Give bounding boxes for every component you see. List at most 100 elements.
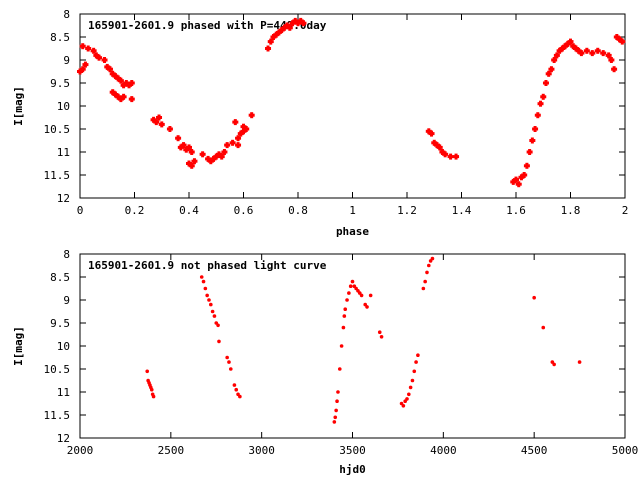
data-point <box>210 309 215 314</box>
data-point <box>207 158 214 165</box>
data-point <box>439 149 446 155</box>
data-point <box>224 142 231 149</box>
data-point <box>605 52 612 59</box>
y-tick-label: 9 <box>63 54 70 67</box>
data-point <box>227 360 231 364</box>
x-tick-label: 2500 <box>158 444 185 457</box>
x-tick-label: 3500 <box>339 444 366 457</box>
data-point <box>191 158 198 165</box>
x-axis-label: phase <box>336 225 369 238</box>
data-point <box>228 367 233 371</box>
x-tick-label: 0 <box>77 204 84 217</box>
data-point <box>333 415 338 420</box>
data-point <box>583 47 590 54</box>
data-point <box>243 126 250 132</box>
data-point <box>526 149 533 155</box>
axis-ticks: 2000 2500 3000 3500 4000 4500 5000 8 8.5 9 9.5 10 10… <box>44 248 639 457</box>
y-tick-label: 9.5 <box>50 77 70 90</box>
data-point <box>281 24 288 31</box>
data-point <box>186 160 192 167</box>
x-tick-label: 4000 <box>430 444 457 457</box>
data-point <box>559 45 566 52</box>
data-point <box>145 369 150 374</box>
data-point <box>278 27 285 34</box>
data-point <box>510 178 517 185</box>
unphased-light-curve-panel: 165901-2601.9 not phased light curve hjd… <box>12 248 638 476</box>
data-point <box>209 302 213 307</box>
data-point <box>548 66 555 73</box>
data-point <box>553 52 560 59</box>
data-point <box>447 153 454 160</box>
x-tick-label: 0.8 <box>288 204 308 217</box>
data-point <box>421 286 426 291</box>
data-point <box>210 155 217 162</box>
data-point <box>562 43 569 50</box>
data-point <box>218 153 225 160</box>
data-point <box>273 31 280 38</box>
data-point <box>199 275 204 279</box>
data-point <box>430 256 435 261</box>
y-tick-label: 10.5 <box>44 363 71 376</box>
y-tick-label: 11.5 <box>44 409 71 422</box>
data-point <box>427 263 431 268</box>
y-tick-label: 11 <box>57 146 70 159</box>
x-tick-label: 0.6 <box>234 204 254 217</box>
data-point <box>270 34 277 40</box>
plot-frame <box>79 13 626 199</box>
data-point <box>275 29 282 36</box>
x-tick-label: 3000 <box>248 444 275 457</box>
data-point <box>359 293 364 298</box>
data-point <box>180 142 187 149</box>
data-point <box>77 68 83 75</box>
data-point <box>431 139 438 146</box>
data-point <box>238 394 242 399</box>
data-point <box>292 17 299 24</box>
x-tick-label: 0.2 <box>125 204 145 217</box>
x-tick-label: 4500 <box>521 444 548 457</box>
data-point <box>221 149 228 155</box>
data-point <box>416 353 420 358</box>
data-point <box>425 270 429 275</box>
data-point <box>433 142 440 149</box>
data-point <box>442 151 449 158</box>
data-point <box>339 344 344 348</box>
y-tick-label: 8.5 <box>50 271 70 284</box>
data-point <box>267 38 274 45</box>
data-point <box>237 130 244 137</box>
data-point <box>212 314 217 318</box>
data-point <box>175 135 182 142</box>
data-point <box>545 70 552 77</box>
data-point <box>93 52 100 59</box>
data-point <box>570 43 577 50</box>
data-point <box>183 146 190 153</box>
data-point <box>575 47 582 54</box>
data-point <box>156 114 163 121</box>
data-point <box>611 66 618 73</box>
data-point <box>128 80 135 86</box>
data-point <box>513 176 519 183</box>
data-point <box>153 119 160 126</box>
data-point <box>540 93 547 100</box>
y-axis-label: I[mag] <box>12 86 25 126</box>
y-tick-label: 10 <box>57 340 70 353</box>
data-point <box>85 45 92 52</box>
x-tick-label: 1.6 <box>506 204 526 217</box>
y-tick-label: 11 <box>57 386 70 399</box>
y-tick-label: 12 <box>57 192 70 205</box>
data-points <box>77 17 626 188</box>
data-point <box>300 20 307 27</box>
data-point <box>186 144 192 151</box>
data-point <box>337 367 342 371</box>
data-point <box>109 89 116 96</box>
x-tick-label: 5000 <box>612 444 639 457</box>
data-point <box>348 284 353 289</box>
data-point <box>265 45 272 52</box>
data-point <box>126 82 133 89</box>
data-point <box>240 128 247 135</box>
data-point <box>235 135 242 142</box>
data-point <box>401 404 406 408</box>
y-tick-label: 8.5 <box>50 31 70 44</box>
data-point <box>336 390 340 394</box>
x-tick-label: 2 <box>622 204 629 217</box>
data-point <box>412 369 417 374</box>
